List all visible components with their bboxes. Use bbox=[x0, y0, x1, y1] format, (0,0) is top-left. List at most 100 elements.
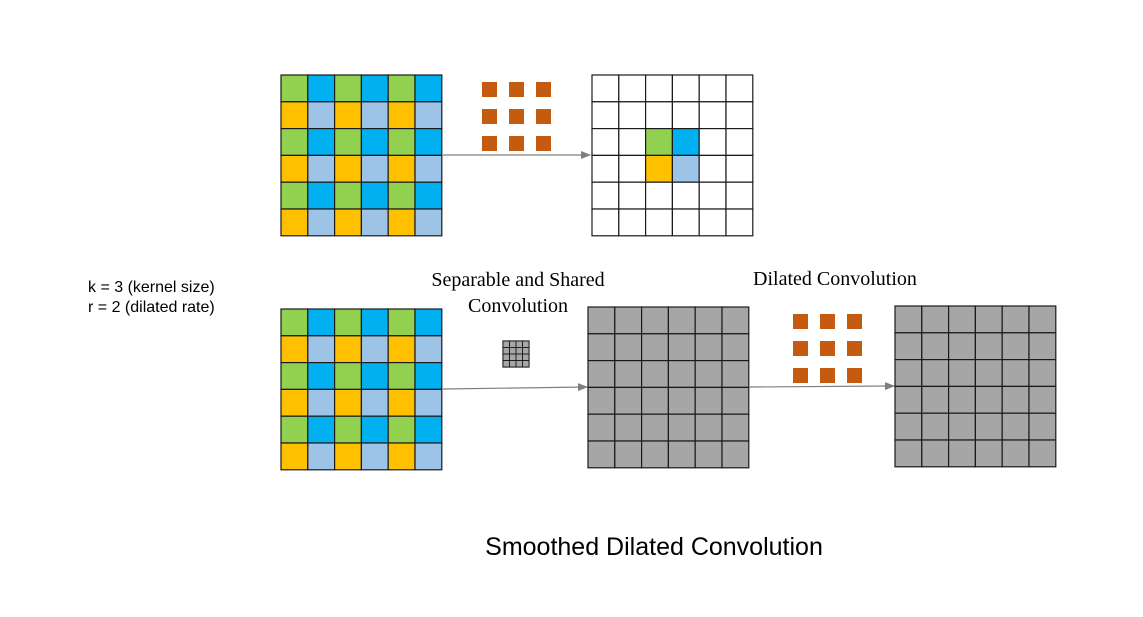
grid-cell bbox=[360, 308, 389, 337]
grid-cell bbox=[334, 335, 363, 364]
grid-cell bbox=[280, 128, 309, 157]
kernel-icon-cell bbox=[509, 360, 517, 368]
grid-cell bbox=[1001, 439, 1030, 468]
grid-cell bbox=[387, 442, 416, 471]
grid-cell bbox=[1028, 359, 1057, 388]
grid-cell bbox=[694, 440, 723, 469]
grid-cell bbox=[334, 415, 363, 444]
grid-cell bbox=[280, 442, 309, 471]
kernel-weight bbox=[820, 341, 835, 356]
grid-cell bbox=[307, 74, 336, 103]
kernel-weight bbox=[820, 314, 835, 329]
grid-cell bbox=[307, 335, 336, 364]
kernel-weight bbox=[820, 368, 835, 383]
grid-cell bbox=[671, 74, 700, 103]
grid-cell bbox=[280, 388, 309, 417]
grid-cell bbox=[414, 154, 443, 183]
grid-cell bbox=[614, 333, 643, 362]
grid-cell bbox=[640, 413, 669, 442]
grid-cell bbox=[1001, 305, 1030, 334]
grid-cell bbox=[587, 386, 616, 415]
parameter-notes: k = 3 (kernel size) r = 2 (dilated rate) bbox=[88, 278, 215, 318]
kernel-icon-cell bbox=[522, 360, 530, 368]
grid-cell bbox=[1001, 359, 1030, 388]
grid-cell bbox=[587, 440, 616, 469]
grid-cell bbox=[360, 415, 389, 444]
grid-cell bbox=[694, 386, 723, 415]
kernel-weight bbox=[793, 341, 808, 356]
grid-cell bbox=[387, 362, 416, 391]
kernel-icon-cell bbox=[515, 347, 523, 355]
grid-cell bbox=[334, 128, 363, 157]
grid-cell bbox=[947, 305, 976, 334]
grid-cell bbox=[644, 128, 673, 157]
grid-cell bbox=[947, 439, 976, 468]
grid-cell bbox=[644, 181, 673, 210]
kernel-icon-cell bbox=[522, 353, 530, 361]
grid-cell bbox=[414, 362, 443, 391]
smoothed-feature-grid bbox=[587, 306, 750, 469]
grid-cell bbox=[334, 208, 363, 237]
grid-cell bbox=[280, 362, 309, 391]
grid-cell bbox=[334, 101, 363, 130]
kernel-icon-cell bbox=[502, 347, 510, 355]
grid-cell bbox=[307, 181, 336, 210]
kernel-icon-cell bbox=[515, 340, 523, 348]
dilated-rate-note: r = 2 (dilated rate) bbox=[88, 299, 215, 316]
separable-shared-label: Separable and Shared Convolution bbox=[410, 267, 626, 319]
grid-cell bbox=[387, 335, 416, 364]
grid-cell bbox=[360, 74, 389, 103]
grid-cell bbox=[921, 412, 950, 441]
grid-cell bbox=[974, 412, 1003, 441]
grid-cell bbox=[591, 181, 620, 210]
grid-cell bbox=[387, 308, 416, 337]
grid-cell bbox=[414, 128, 443, 157]
grid-cell bbox=[414, 335, 443, 364]
grid-cell bbox=[307, 415, 336, 444]
kernel-weight bbox=[509, 82, 524, 97]
grid-cell bbox=[698, 128, 727, 157]
grid-cell bbox=[414, 442, 443, 471]
grid-cell bbox=[698, 74, 727, 103]
bottom-dilated-kernel bbox=[793, 314, 862, 383]
separable-label-line1: Separable and Shared bbox=[431, 269, 605, 291]
grid-cell bbox=[974, 439, 1003, 468]
grid-cell bbox=[1001, 332, 1030, 361]
grid-cell bbox=[614, 360, 643, 389]
grid-cell bbox=[307, 208, 336, 237]
grid-cell bbox=[894, 305, 923, 334]
grid-cell bbox=[894, 439, 923, 468]
grid-cell bbox=[414, 181, 443, 210]
kernel-icon-cell bbox=[509, 340, 517, 348]
grid-cell bbox=[921, 332, 950, 361]
grid-cell bbox=[921, 305, 950, 334]
kernel-icon-cell bbox=[522, 347, 530, 355]
top-dilated-kernel bbox=[482, 82, 551, 151]
grid-cell bbox=[1028, 385, 1057, 414]
grid-cell bbox=[644, 74, 673, 103]
bottom-arrow-1 bbox=[442, 383, 588, 392]
grid-cell bbox=[1001, 412, 1030, 441]
grid-cell bbox=[725, 208, 754, 237]
kernel-weight bbox=[509, 109, 524, 124]
grid-cell bbox=[1001, 385, 1030, 414]
grid-cell bbox=[640, 333, 669, 362]
grid-cell bbox=[694, 360, 723, 389]
grid-cell bbox=[725, 128, 754, 157]
grid-cell bbox=[640, 306, 669, 335]
grid-cell bbox=[334, 181, 363, 210]
grid-cell bbox=[307, 442, 336, 471]
grid-cell bbox=[280, 335, 309, 364]
top-input-grid bbox=[280, 74, 443, 237]
grid-cell bbox=[921, 439, 950, 468]
grid-cell bbox=[614, 306, 643, 335]
grid-cell bbox=[307, 154, 336, 183]
grid-cell bbox=[334, 388, 363, 417]
grid-cell bbox=[414, 308, 443, 337]
grid-cell bbox=[671, 101, 700, 130]
grid-cell bbox=[947, 412, 976, 441]
grid-cell bbox=[587, 413, 616, 442]
grid-cell bbox=[725, 101, 754, 130]
figure-caption: Smoothed Dilated Convolution bbox=[485, 533, 823, 561]
grid-cell bbox=[280, 308, 309, 337]
